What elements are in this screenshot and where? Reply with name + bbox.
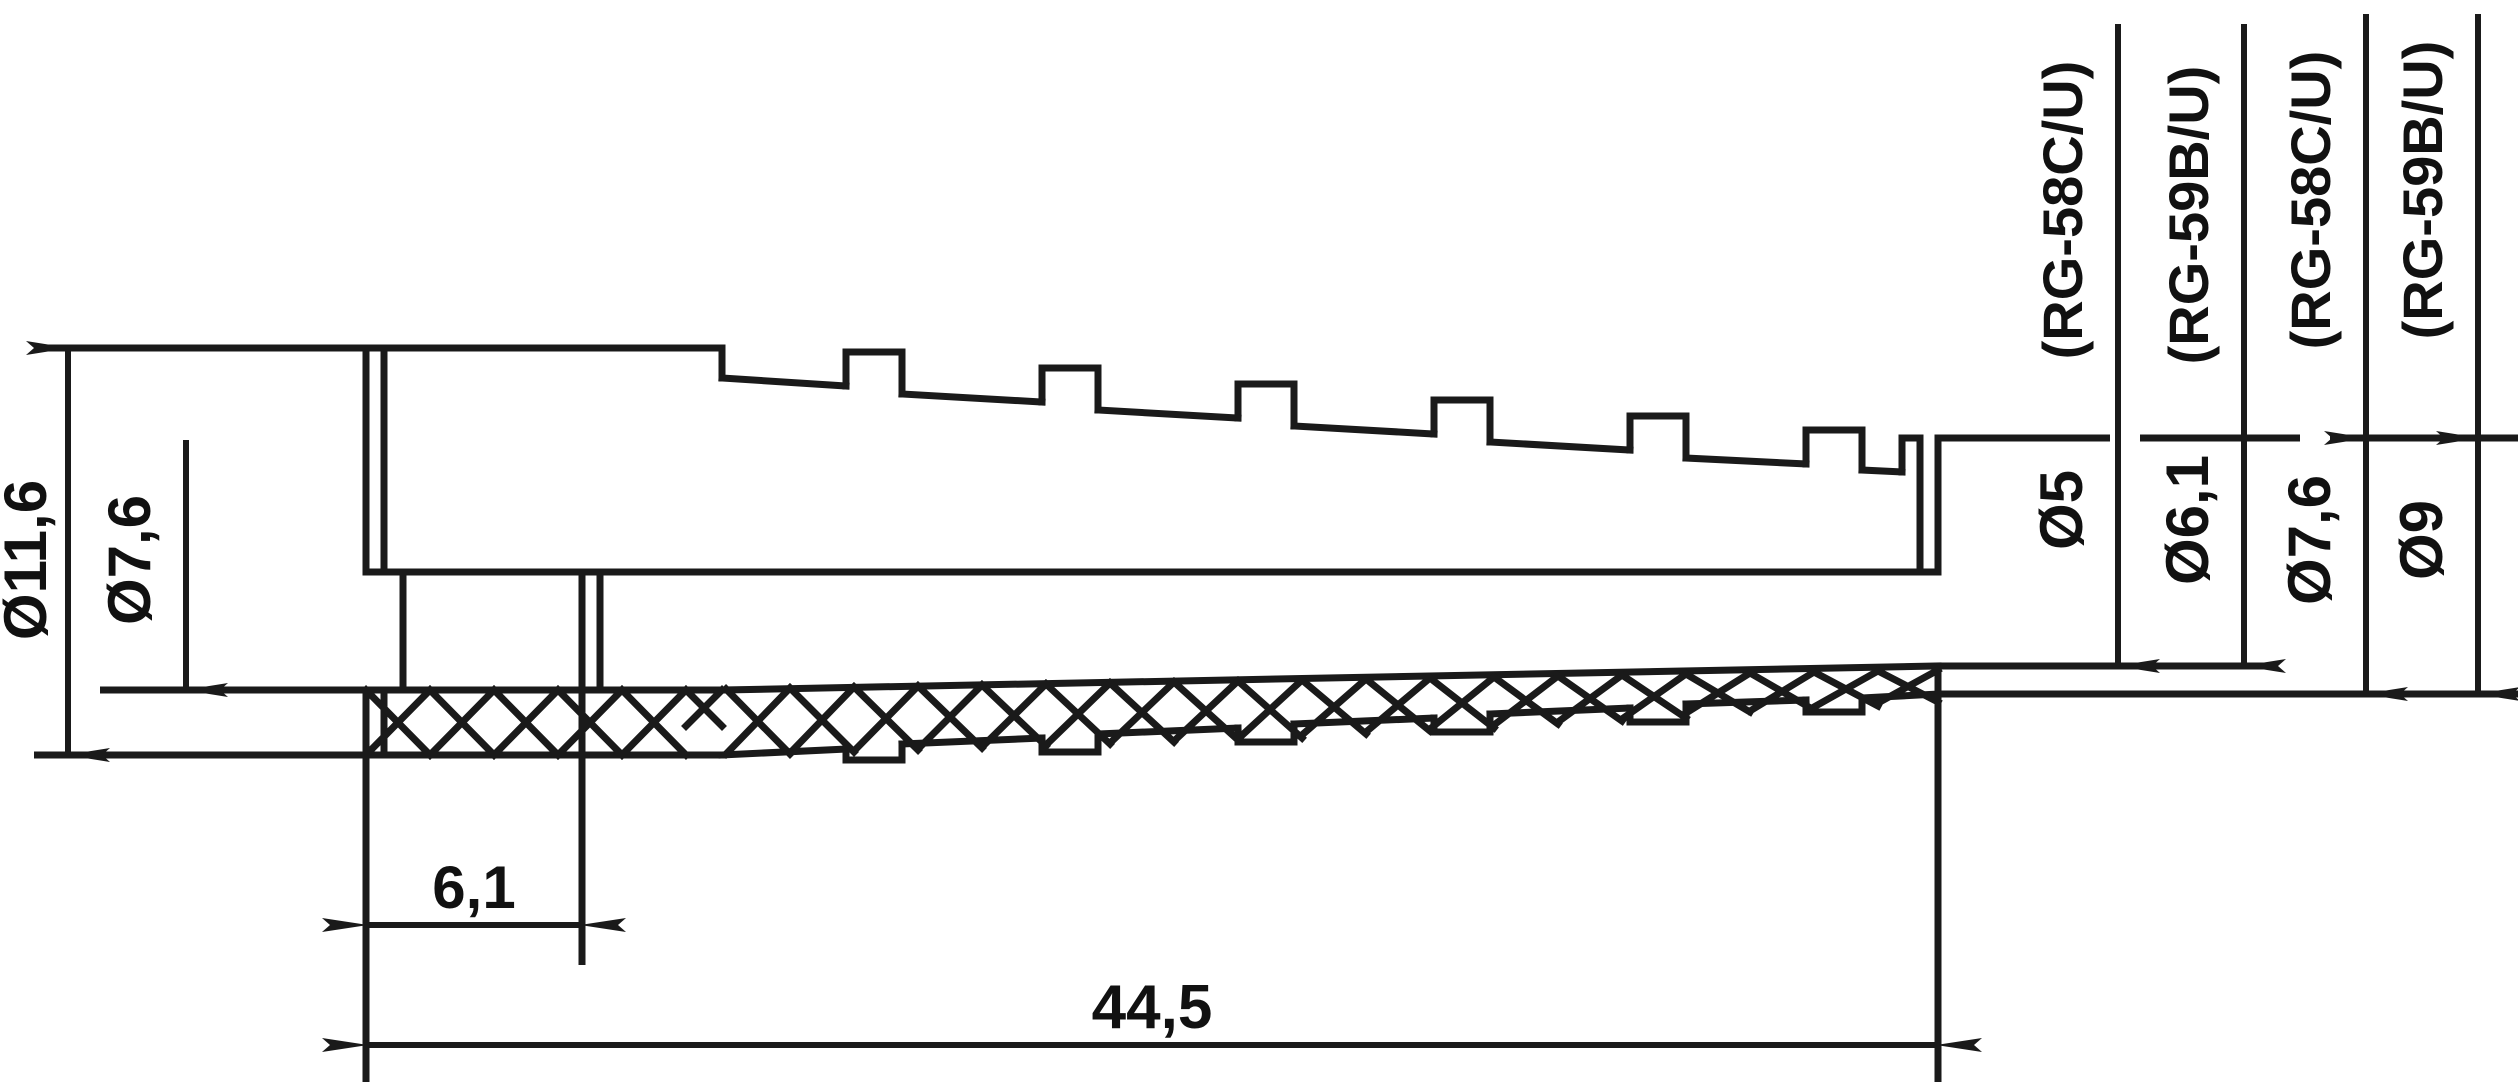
dimension-label-dia-7-6-right: Ø7,6	[2276, 475, 2343, 605]
cable-label-rg58c-1: (RG-58C/U)	[2031, 61, 2094, 360]
part-outline-upper	[362, 344, 1942, 576]
dimension-label-dia-6-1: Ø6,1	[2154, 455, 2221, 585]
bore-construction-lines	[399, 568, 604, 694]
cable-label-rg58c-2: (RG-58C/U)	[2279, 51, 2342, 350]
dimension-label-len-6-1: 6,1	[432, 854, 515, 921]
dimension-dia-7-6-left: Ø7,6	[96, 440, 366, 697]
dimension-dia-11-6: Ø11,6	[0, 341, 366, 762]
dimension-dia-9: Ø9 (RG-59B/U)	[2388, 14, 2518, 701]
dimension-label-dia-7-6-left: Ø7,6	[96, 495, 163, 625]
dimension-len-6-1: 6,1	[322, 854, 626, 932]
section-hatch-pattern	[361, 665, 1943, 760]
dimension-dia-7-6-right: Ø7,6 (RG-58C/U)	[2276, 14, 2408, 701]
dimension-dia-6-1: Ø6,1 (RG-59B/U)	[2154, 24, 2286, 673]
dimension-label-len-44-5: 44,5	[1092, 973, 1213, 1042]
dimension-label-dia-9: Ø9	[2388, 500, 2455, 580]
dimension-label-dia-11-6: Ø11,6	[0, 480, 59, 640]
cable-label-rg59b-2: (RG-59B/U)	[2391, 41, 2454, 340]
dimension-len-44-5: 44,5	[322, 973, 1982, 1052]
right-reference-lines	[1938, 434, 2518, 698]
dimension-dia-5: Ø5 (RG-58C/U)	[2028, 24, 2160, 673]
cable-label-rg59b-1: (RG-59B/U)	[2157, 66, 2220, 365]
dimension-label-dia-5: Ø5	[2028, 470, 2095, 550]
